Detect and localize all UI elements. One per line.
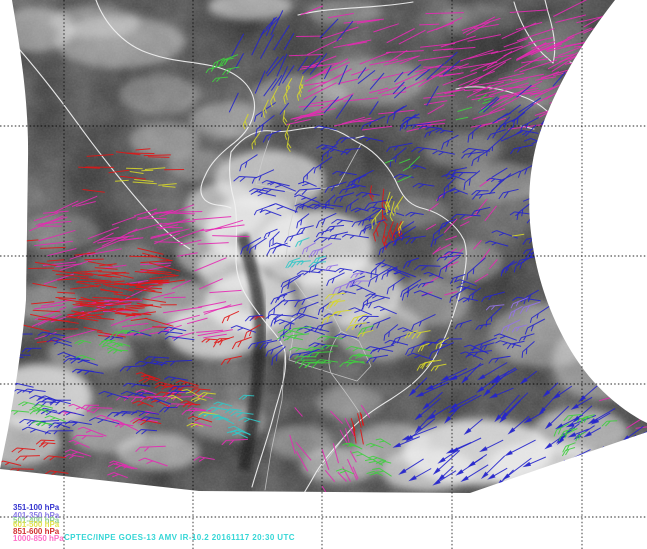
coast-antilles-arc bbox=[620, 135, 627, 173]
coast-trinidad bbox=[355, 135, 365, 139]
coast-cuba bbox=[455, 86, 550, 114]
coast-gulf-central-america bbox=[95, 0, 256, 209]
coast-florida bbox=[513, 0, 556, 64]
coast-puerto-rico bbox=[614, 124, 628, 128]
coast-hispaniola bbox=[565, 115, 598, 124]
coast-south-america-west bbox=[229, 151, 287, 488]
coast-bahamas bbox=[569, 61, 608, 98]
coast-jamaica bbox=[520, 125, 535, 130]
coast-us-southeast bbox=[297, 1, 414, 16]
